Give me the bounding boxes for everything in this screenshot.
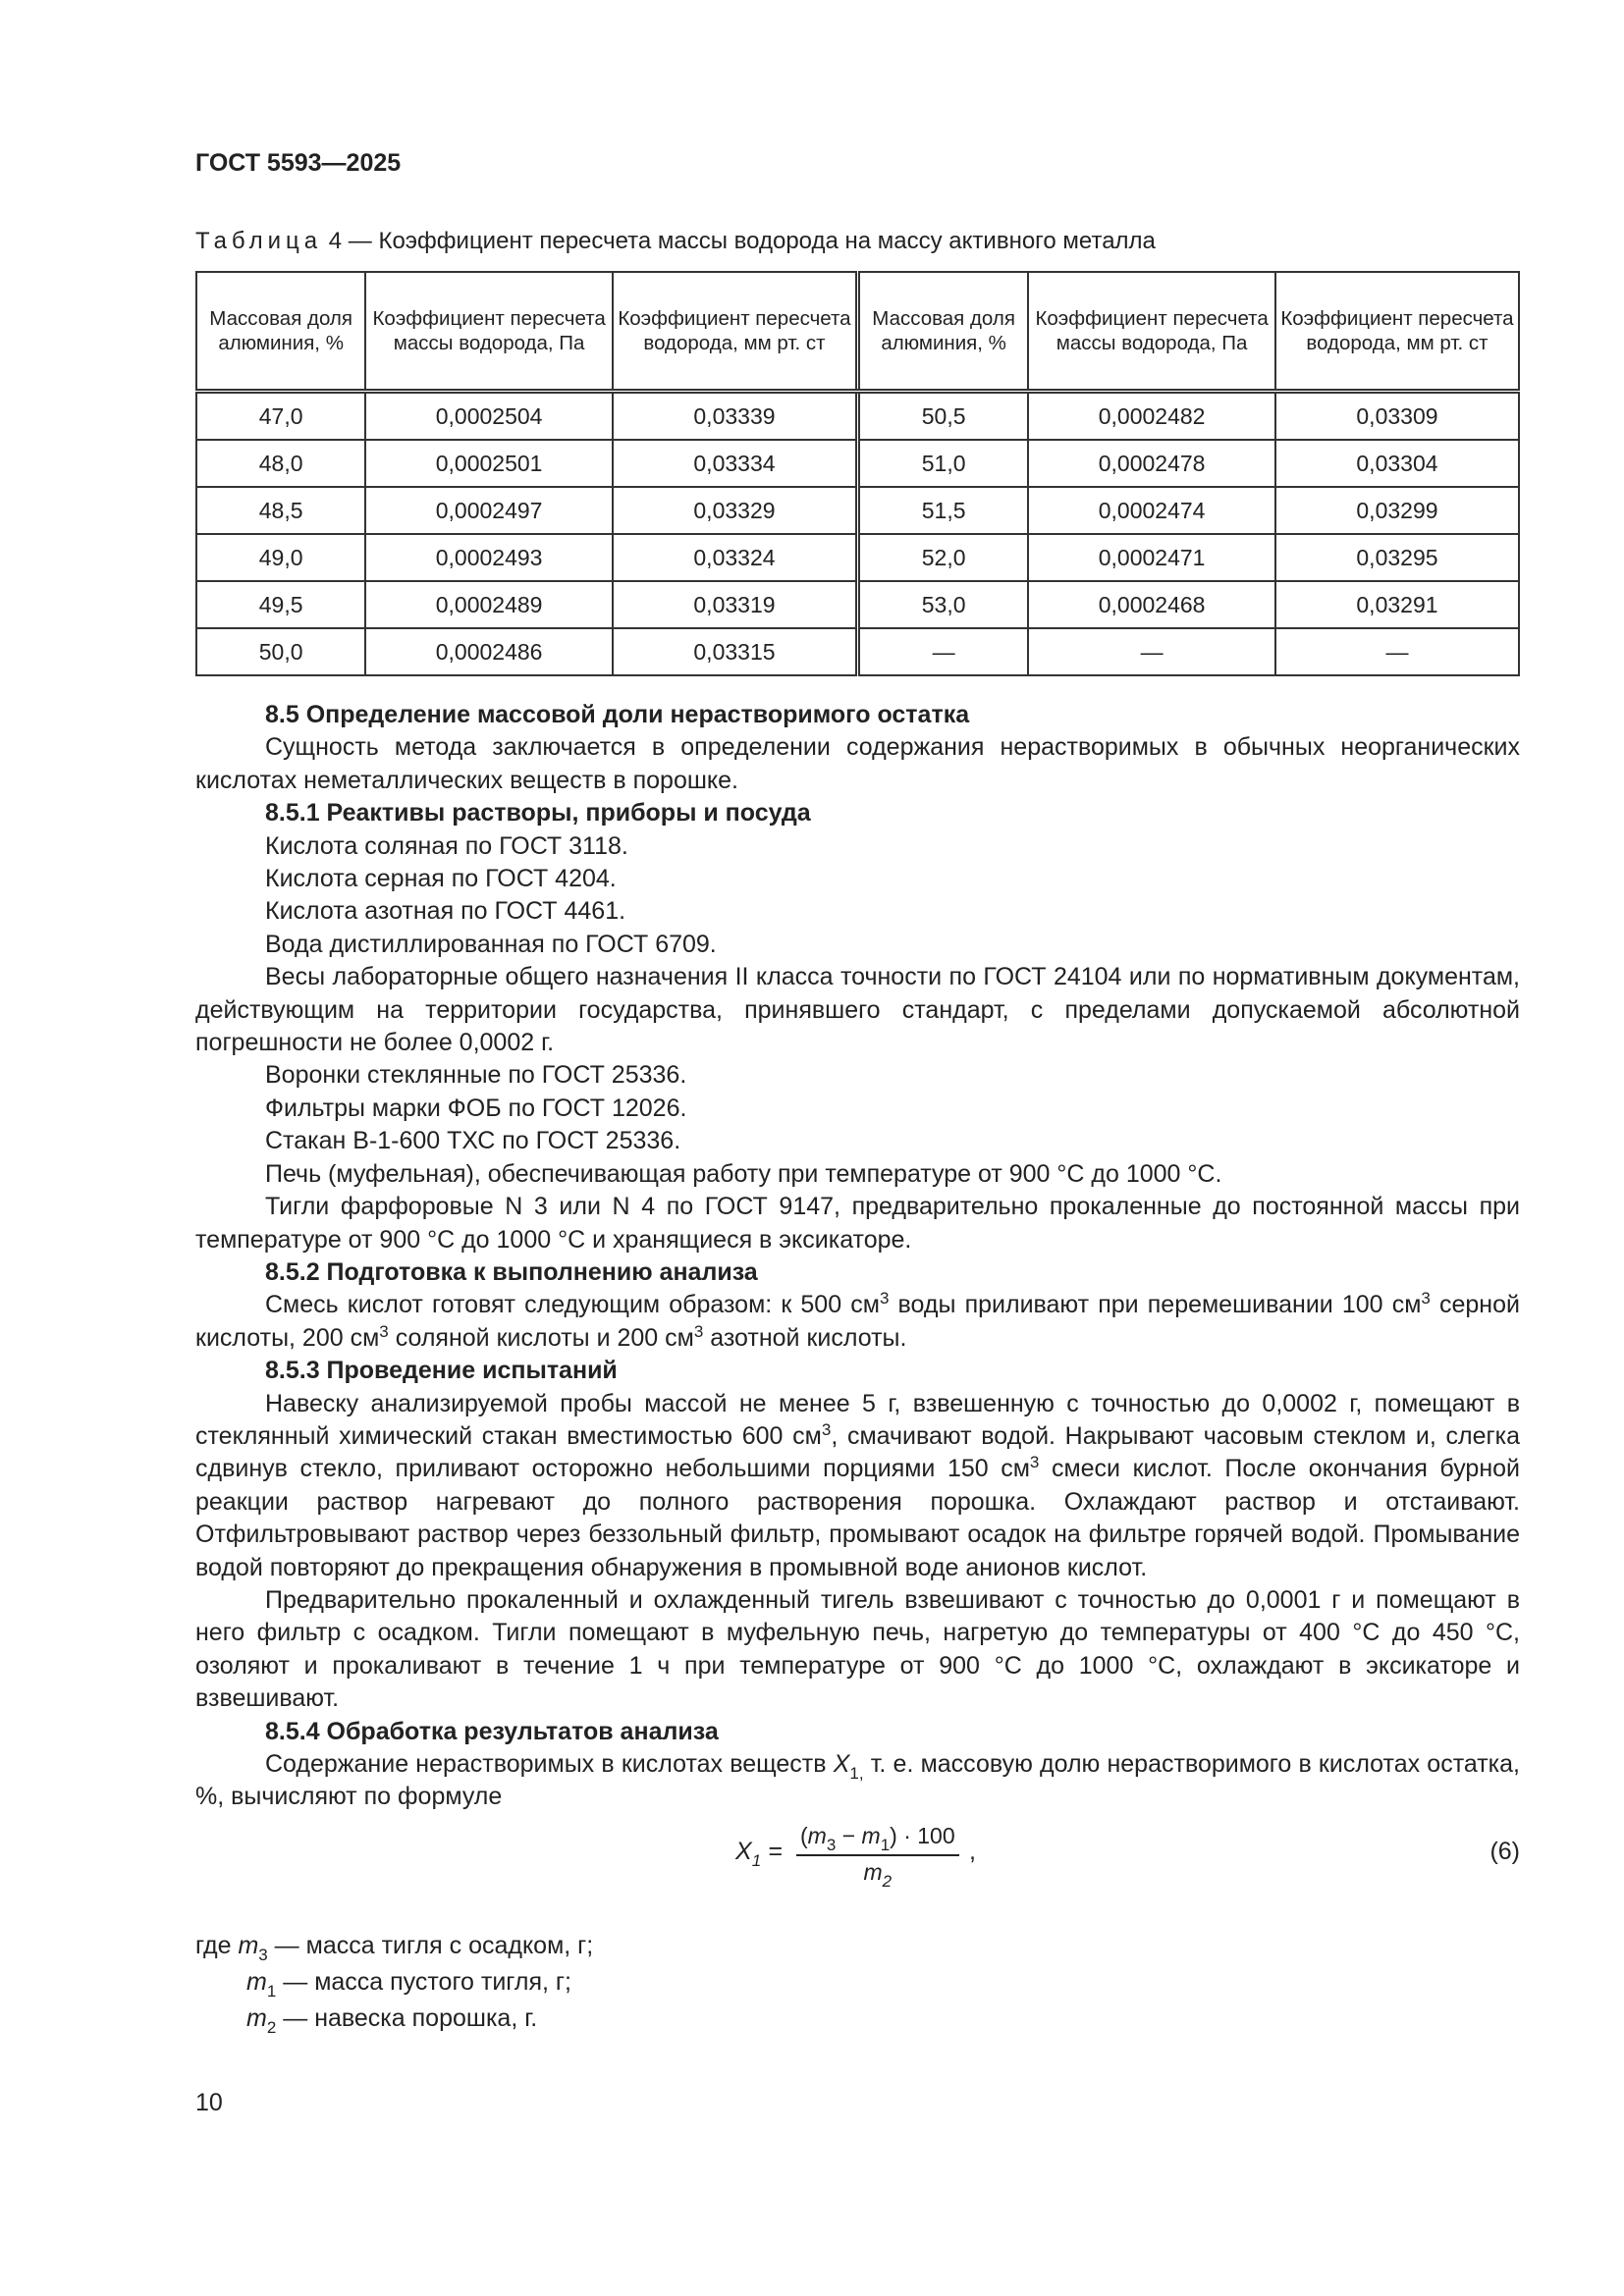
section-heading: 8.5.1 Реактивы растворы, приборы и посуд… <box>265 799 811 828</box>
column-header: Массовая доля алюминия, % <box>854 271 1030 394</box>
paragraph: Весы лабораторные общего назначения II к… <box>195 963 1520 1057</box>
table-cell: 48,0 <box>194 439 367 488</box>
formula-6: X1 = (m3 − m1) · 100 m2 , (6) <box>195 1814 1520 1904</box>
table-cell: — <box>1273 627 1521 676</box>
table-cell: 47,0 <box>194 390 367 441</box>
table-cell: 0,03299 <box>1273 486 1521 535</box>
variable-definition: где m3 — масса тигля с осадком, г; <box>195 1931 594 1964</box>
paragraph: Фильтры марки ФОБ по ГОСТ 12026. <box>265 1094 687 1122</box>
formula-fraction: (m3 − m1) · 100 m2 <box>796 1820 959 1890</box>
section-heading: 8.5.3 Проведение испытаний <box>265 1357 618 1385</box>
variable-definition: m2 — навеска порошка, г. <box>246 2003 538 2037</box>
table-cell: 0,03315 <box>611 627 859 676</box>
formula-number: (6) <box>1489 1837 1520 1865</box>
page-number: 10 <box>195 2089 223 2116</box>
paragraph: Воронки стеклянные по ГОСТ 25336. <box>265 1061 687 1090</box>
conversion-table: Массовая доля алюминия, % Коэффициент пер… <box>194 271 1521 676</box>
paragraph: Содержание нерастворимых в кислотах веще… <box>195 1750 1521 1811</box>
section-heading: 8.5 Определение массовой доли нераствори… <box>265 701 970 728</box>
table-cell: 0,03319 <box>611 580 859 629</box>
column-header: Массовая доля алюминия, % <box>194 271 367 394</box>
variable-definition: m1 — масса пустого тигля, г; <box>246 1967 571 2001</box>
table-cell: 0,0002497 <box>364 486 614 535</box>
table-cell: 0,03329 <box>611 486 859 535</box>
column-header: Коэффициент пересчета водорода, мм рт. с… <box>1273 271 1521 394</box>
formula-denominator: m2 <box>863 1859 893 1892</box>
table-row: 50,0 0,0002486 0,03315— — — <box>194 627 1521 676</box>
table-cell: 0,0002486 <box>364 627 614 676</box>
document-id: ГОСТ 5593—2025 <box>195 149 402 177</box>
table-cell: 50,0 <box>194 627 367 676</box>
paragraph: Сущность метода заключается в определени… <box>195 733 1520 794</box>
paragraph: Кислота серная по ГОСТ 4204. <box>265 865 617 893</box>
column-header: Коэффициент пересчета массы водорода, Па <box>1027 271 1276 394</box>
table-row: 49,5 0,0002489 0,03319 53,0 0,0002468 0,03291 <box>194 580 1521 629</box>
table-cell: 0,03324 <box>611 533 859 582</box>
table-cell: 50,5 <box>854 390 1030 441</box>
document-body: 8.5 Определение массовой доли нераствори… <box>195 699 1520 2039</box>
table-cell: 52,0 <box>854 533 1030 582</box>
formula-numerator: (m3 − m1) · 100 <box>796 1820 959 1857</box>
table-cell: 0,03295 <box>1273 533 1521 582</box>
column-header: Коэффициент пересчета водорода, мм рт. с… <box>611 271 859 394</box>
table-caption: Таблица 4 — Коэффициент пересчета массы … <box>195 228 1156 254</box>
section-content: 8.5 Определение массовой доли нераствори… <box>195 699 1520 1814</box>
table-cell: 49,0 <box>194 533 367 582</box>
section-heading: 8.5.2 Подготовка к выполнению анализа <box>265 1257 758 1286</box>
paragraph: Смесь кислот готовят следующим образом: … <box>195 1289 1520 1352</box>
table-cell: 0,0002489 <box>364 580 614 629</box>
table-cell: 0,0002493 <box>364 533 614 582</box>
table-row: 47,0 0,0002504 0,03339 50,5 0,0002482 0,03309 <box>194 390 1521 441</box>
table-cell: 0,03334 <box>611 439 859 488</box>
table-cell: — <box>854 627 1030 676</box>
column-header: Коэффициент пересчета массы водорода, Па <box>364 271 614 394</box>
table-cell: 0,0002482 <box>1027 390 1276 441</box>
paragraph: Кислота соляная по ГОСТ 3118. <box>265 831 628 860</box>
paragraph: Печь (муфельная), обеспечивающая работу … <box>265 1159 1222 1188</box>
table-cell: 0,0002471 <box>1027 533 1276 582</box>
formula-lhs: X1 = <box>735 1837 783 1870</box>
table-cell: 0,03291 <box>1273 580 1521 629</box>
table-cell: — <box>1027 627 1276 676</box>
paragraph: Тигли фарфоровые N 3 или N 4 по ГОСТ 914… <box>195 1193 1520 1254</box>
table-cell: 0,0002474 <box>1027 486 1276 535</box>
paragraph: Кислота азотная по ГОСТ 4461. <box>265 897 626 926</box>
table-cell: 0,03309 <box>1273 390 1521 441</box>
paragraph: Стакан В-1-600 ТХС по ГОСТ 25336. <box>265 1127 681 1155</box>
table-cell: 0,0002501 <box>364 439 614 488</box>
table-cell: 53,0 <box>854 580 1030 629</box>
paragraph: Предварительно прокаленный и охлажденный… <box>195 1585 1520 1713</box>
variable-definitions: где m3 — масса тигля с осадком, г; m1 — м… <box>195 1930 1520 2039</box>
table-cell: 48,5 <box>194 486 367 535</box>
table-row: 49,0 0,0002493 0,03324 52,0 0,0002471 0,03295 <box>194 533 1521 582</box>
table-row: 48,5 0,0002497 0,03329 51,5 0,0002474 0,03299 <box>194 486 1521 535</box>
table-cell: 0,03339 <box>611 390 859 441</box>
table-cell: 0,0002468 <box>1027 580 1276 629</box>
paragraph: Вода дистиллированная по ГОСТ 6709. <box>265 930 717 958</box>
table-cell: 0,0002504 <box>364 390 614 441</box>
section-heading: 8.5.4 Обработка результатов анализа <box>265 1717 719 1745</box>
table-cell: 51,0 <box>854 439 1030 488</box>
table-cell: 0,03304 <box>1273 439 1521 488</box>
table-cell: 51,5 <box>854 486 1030 535</box>
table-body: 47,0 0,0002504 0,03339 50,5 0,0002482 0,03309… <box>194 390 1521 676</box>
table-cell: 0,0002478 <box>1027 439 1276 488</box>
table-cell: 49,5 <box>194 580 367 629</box>
paragraph: Навеску анализируемой пробы массой не ме… <box>195 1389 1520 1581</box>
table-row: 48,0 0,0002501 0,03334 51,0 0,0002478 0,03304 <box>194 439 1521 488</box>
table-header-row: Массовая доля алюминия, % Коэффициент пер… <box>194 271 1521 394</box>
